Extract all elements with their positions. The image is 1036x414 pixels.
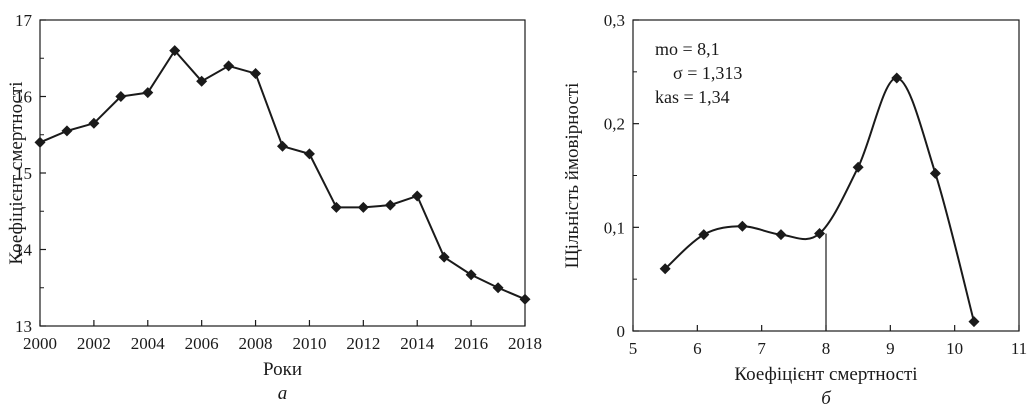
data-point	[196, 75, 208, 87]
data-point	[465, 269, 477, 281]
x-tick-label: 2008	[239, 334, 273, 353]
data-point	[438, 251, 450, 263]
panel-b: 5 6 7 8 9 10 11 00,10,20,3 mo = 8,1 σ = 1,313 …	[562, 11, 1027, 409]
y-tick-label: 13	[15, 317, 32, 336]
data-point	[115, 91, 127, 102]
panel-b-y-ticks: 0 0,1 0,2 0,3	[604, 11, 639, 341]
x-tick-label: 2014	[400, 334, 435, 353]
x-tick-label: 11	[1011, 339, 1027, 358]
panel-a-x-axis-label: Роки	[263, 359, 302, 380]
y-tick-label: 0,2	[604, 115, 625, 134]
panel-a-frame	[39, 19, 526, 327]
data-point	[277, 140, 288, 152]
data-point	[775, 229, 787, 241]
data-point	[142, 87, 154, 99]
x-tick-label: 7	[757, 339, 766, 358]
x-tick-label: 2016	[454, 334, 488, 353]
y-tick-label: 16	[15, 88, 32, 107]
panel-a-y-axis-label: Коефіцієнт смертності	[6, 81, 27, 264]
x-tick-label: 2004	[131, 334, 166, 353]
data-point	[223, 60, 235, 72]
x-tick-label: 9	[886, 339, 895, 358]
annotation-mode: mo = 8,1	[655, 39, 720, 59]
y-tick-label: 17	[15, 11, 33, 30]
panel-a: 2000 2002 2004 2006 2008 2010 2012 2014 2016 2018…	[6, 11, 542, 404]
data-point	[519, 293, 531, 305]
panel-a-caption: а	[278, 383, 288, 404]
data-point	[250, 68, 262, 80]
panel-a-series-line	[39, 48, 526, 301]
data-point	[34, 136, 46, 148]
data-point	[929, 167, 941, 179]
x-tick-label: 2002	[77, 334, 111, 353]
data-point	[88, 117, 100, 129]
annotation-kas: kas = 1,34	[655, 87, 730, 107]
data-point	[852, 161, 864, 173]
data-point	[736, 220, 748, 232]
x-tick-label: 2012	[346, 334, 380, 353]
y-tick-label: 0	[617, 322, 626, 341]
data-point	[698, 229, 710, 241]
x-tick-label: 2006	[185, 334, 219, 353]
data-point	[357, 201, 369, 213]
data-point	[303, 148, 315, 160]
x-tick-label: 10	[946, 339, 963, 358]
data-point	[492, 282, 504, 294]
x-tick-label: 2010	[292, 334, 326, 353]
panel-b-x-ticks: 5 6 7 8 9 10 11	[629, 325, 1027, 358]
data-point	[659, 263, 671, 275]
data-point	[61, 125, 73, 137]
panel-b-series-curve	[664, 77, 975, 322]
x-tick-label: 8	[822, 339, 831, 358]
panel-b-y-axis-label: Щільність ймовірності	[562, 83, 583, 269]
x-tick-label: 2000	[23, 334, 57, 353]
panel-b-caption: б	[821, 388, 832, 409]
data-point	[411, 190, 423, 202]
x-tick-label: 2018	[508, 334, 542, 353]
panel-b-points	[659, 72, 980, 328]
panel-a-points	[34, 45, 531, 305]
annotation-sigma: σ = 1,313	[673, 63, 742, 83]
panel-b-x-axis-label: Коефіцієнт смертності	[734, 364, 917, 385]
y-tick-label: 0,1	[604, 218, 625, 237]
x-tick-label: 6	[693, 339, 702, 358]
data-point	[384, 199, 396, 211]
y-tick-label: 0,3	[604, 11, 625, 30]
data-point	[968, 316, 980, 328]
y-tick-label: 15	[15, 164, 32, 183]
data-point	[169, 45, 181, 57]
data-point	[891, 72, 903, 84]
panel-a-x-ticks: 2000 2002 2004 2006 2008 2010 2012 2014 2016 2018	[23, 320, 542, 353]
y-tick-label: 14	[15, 241, 33, 260]
data-point	[330, 201, 342, 213]
data-point	[814, 228, 826, 240]
x-tick-label: 5	[629, 339, 638, 358]
panel-a-y-ticks: 13 14 15 16 17	[15, 11, 46, 336]
